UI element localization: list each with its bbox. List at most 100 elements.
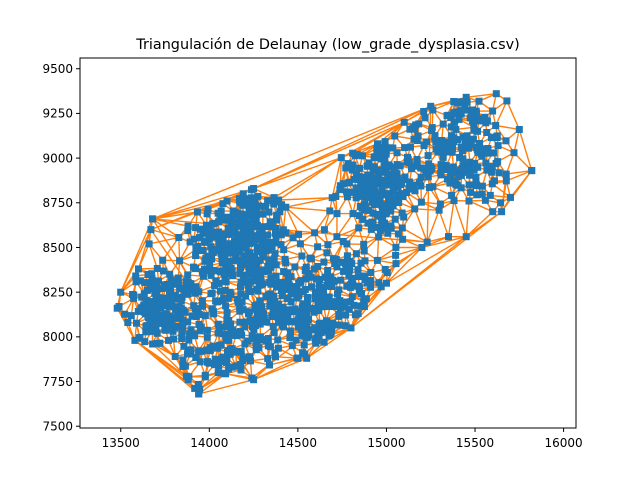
data-point — [164, 324, 172, 332]
data-point — [279, 229, 287, 237]
data-point — [184, 318, 192, 326]
data-point — [183, 290, 191, 298]
data-point — [221, 216, 228, 224]
data-point — [448, 148, 456, 156]
data-point — [447, 123, 455, 131]
data-point — [492, 122, 500, 129]
data-point — [292, 286, 299, 294]
data-point — [294, 354, 302, 362]
data-point — [369, 219, 377, 227]
data-point — [214, 320, 222, 328]
data-point — [171, 353, 179, 360]
data-point — [248, 335, 256, 343]
data-point — [276, 208, 284, 216]
data-point — [454, 172, 462, 180]
data-point — [237, 264, 244, 271]
data-point — [515, 126, 523, 133]
data-point — [326, 303, 334, 310]
data-point — [454, 99, 462, 107]
data-point — [352, 250, 360, 258]
data-point — [229, 272, 237, 280]
data-point — [398, 179, 405, 187]
data-point — [431, 132, 439, 140]
data-point — [141, 338, 149, 346]
data-point — [148, 327, 156, 335]
data-point — [199, 272, 207, 280]
data-point — [162, 311, 170, 318]
data-point — [259, 210, 267, 218]
data-point — [176, 285, 184, 293]
data-point — [376, 227, 384, 235]
data-point — [202, 225, 210, 233]
data-point — [245, 201, 253, 208]
data-point — [237, 257, 245, 264]
data-point — [381, 138, 389, 146]
data-point — [274, 336, 282, 344]
data-point — [367, 269, 375, 276]
data-point — [373, 256, 381, 264]
data-point — [273, 198, 281, 206]
data-point — [214, 209, 222, 217]
data-point — [161, 284, 169, 292]
data-point — [258, 240, 266, 248]
data-point — [272, 353, 279, 361]
data-point — [341, 298, 348, 306]
data-point — [387, 222, 395, 230]
data-point — [184, 271, 192, 279]
data-point — [308, 283, 315, 291]
data-point — [334, 300, 342, 308]
data-point — [360, 272, 368, 280]
data-point — [140, 308, 148, 316]
data-point — [495, 169, 503, 177]
data-point — [383, 145, 391, 153]
data-point — [363, 279, 371, 287]
data-point — [203, 346, 211, 354]
data-point — [208, 289, 216, 297]
data-point — [198, 301, 206, 309]
data-point — [192, 252, 200, 259]
data-point — [253, 301, 261, 309]
data-point — [184, 222, 192, 230]
data-point — [115, 303, 123, 310]
data-point — [407, 143, 414, 151]
data-point — [423, 138, 431, 146]
data-point — [341, 303, 349, 311]
data-point — [272, 233, 280, 241]
data-point — [241, 323, 249, 331]
data-point — [357, 259, 365, 267]
data-point — [323, 317, 330, 325]
data-point — [156, 315, 163, 323]
data-point — [348, 293, 356, 301]
data-point — [146, 305, 154, 313]
data-point — [403, 189, 411, 196]
data-point — [153, 284, 161, 292]
data-point — [483, 149, 491, 157]
data-point — [165, 281, 172, 289]
data-point — [293, 294, 301, 302]
data-point — [350, 301, 358, 309]
data-point — [176, 295, 184, 303]
data-point — [429, 106, 437, 114]
data-point — [190, 235, 198, 243]
data-point — [271, 297, 279, 305]
data-point — [405, 184, 413, 192]
data-point — [180, 342, 188, 350]
data-point — [169, 327, 177, 335]
data-point — [192, 283, 200, 291]
data-point — [273, 216, 281, 224]
data-point — [248, 374, 256, 382]
data-point — [384, 229, 392, 237]
data-point — [333, 233, 341, 241]
data-point — [464, 164, 472, 172]
data-point — [267, 301, 275, 308]
data-point — [254, 287, 262, 295]
data-point — [166, 270, 174, 278]
data-point — [502, 177, 510, 185]
data-point — [307, 273, 315, 281]
data-point — [228, 249, 236, 257]
data-point — [250, 185, 258, 192]
data-point — [289, 234, 297, 242]
data-point — [151, 309, 159, 317]
data-point — [133, 319, 140, 327]
data-point — [472, 178, 480, 186]
